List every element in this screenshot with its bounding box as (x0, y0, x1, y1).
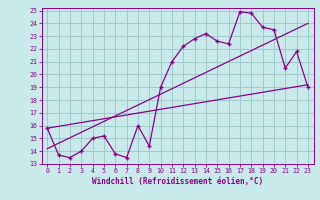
X-axis label: Windchill (Refroidissement éolien,°C): Windchill (Refroidissement éolien,°C) (92, 177, 263, 186)
